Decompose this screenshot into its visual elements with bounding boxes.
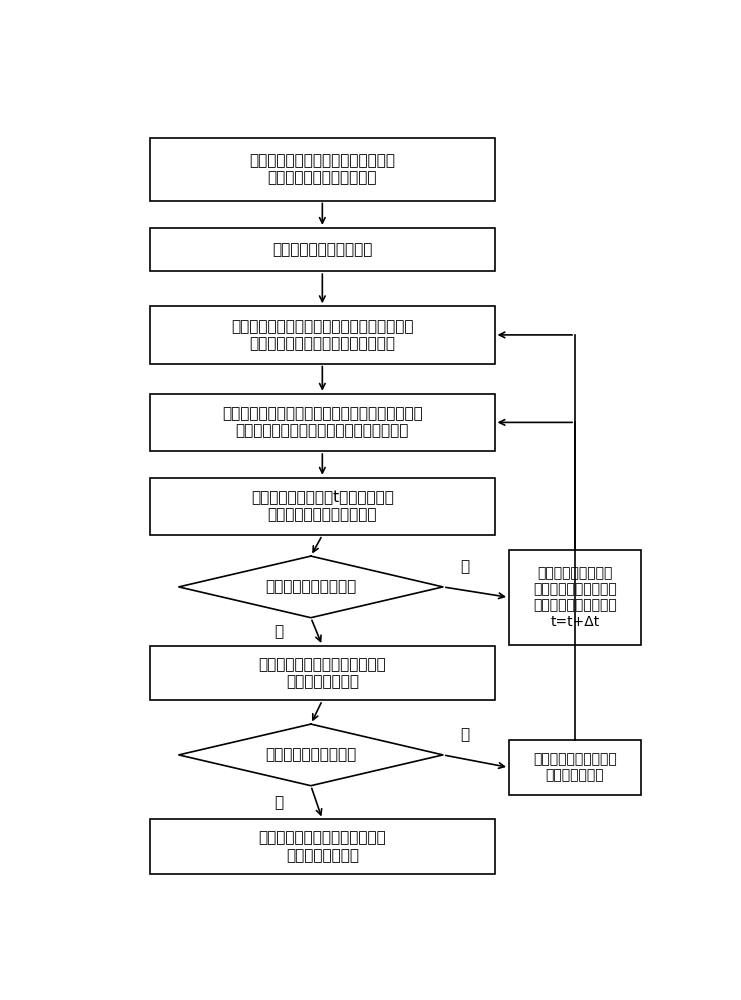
Text: 采用有限元法对信号所在截面进行单元分割，
并初始化各有限元单元节点处的声压: 采用有限元法对信号所在截面进行单元分割， 并初始化各有限元单元节点处的声压 [231, 319, 413, 351]
Text: 取出第一截面的所有信号: 取出第一截面的所有信号 [272, 242, 373, 257]
Text: 采集每个检测位置的超声回波信号，
截取有效区间内的反褶信号: 采集每个检测位置的超声回波信号， 截取有效区间内的反褶信号 [249, 153, 396, 185]
Text: 将回波信号加载到超
声探头所在的位置，计
算声压波数空间谱，令
t=t+Δt: 将回波信号加载到超 声探头所在的位置，计 算声压波数空间谱，令 t=t+Δt [533, 566, 617, 629]
Bar [150, 228, 494, 271]
Text: 否: 否 [460, 727, 469, 742]
Text: 采用体绘制方法进行三维重构，
得到缺陷三维形状: 采用体绘制方法进行三维重构， 得到缺陷三维形状 [259, 830, 386, 863]
Text: 是: 是 [275, 624, 284, 639]
Bar [150, 819, 494, 874]
Polygon shape [179, 724, 443, 786]
Bar [150, 394, 494, 451]
Text: 进入下一截面，取出该
截面的所有信号: 进入下一截面，取出该 截面的所有信号 [533, 752, 617, 783]
Polygon shape [179, 556, 443, 618]
Bar [150, 646, 494, 700]
Text: 所有截面是否处理完毕: 所有截面是否处理完毕 [265, 747, 356, 762]
Bar [150, 137, 494, 200]
Text: 否: 否 [460, 559, 469, 574]
Text: 对声压进行二维傅里叶变换得到声压波数空间谱，
并初始化应力波传播的初始密度和初始应变: 对声压进行二维傅里叶变换得到声压波数空间谱， 并初始化应力波传播的初始密度和初始… [222, 406, 422, 439]
Text: 通过差分迭代法计算t时刻的应变、
应变梯度、密度、声压分布: 通过差分迭代法计算t时刻的应变、 应变梯度、密度、声压分布 [251, 490, 393, 523]
Bar [150, 306, 494, 364]
Text: 对最终的声压图进行阈值分割，
得到二维重构结果: 对最终的声压图进行阈值分割， 得到二维重构结果 [259, 657, 386, 689]
Text: 是: 是 [275, 795, 284, 810]
Text: 所有时刻是否迭代完毕: 所有时刻是否迭代完毕 [265, 579, 356, 594]
Bar [150, 478, 494, 535]
Bar [509, 740, 641, 795]
Bar [509, 550, 641, 645]
